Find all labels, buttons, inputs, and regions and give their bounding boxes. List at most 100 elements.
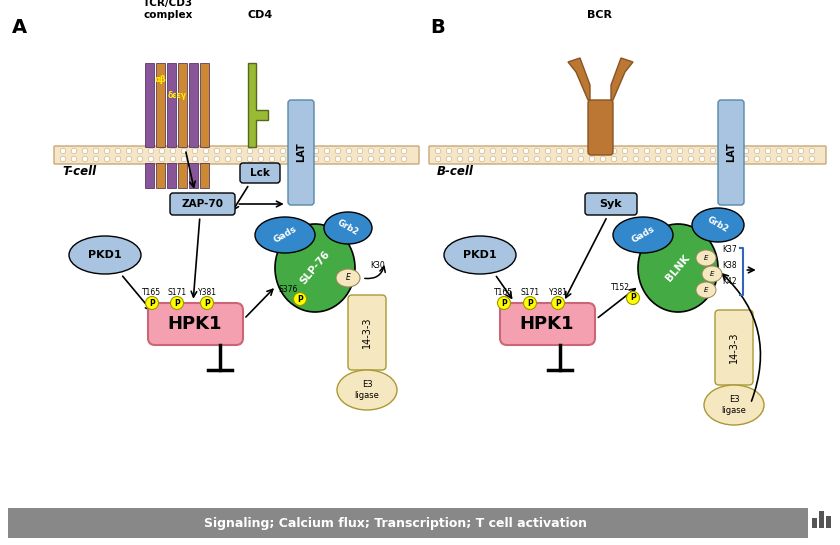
- Text: P: P: [174, 299, 180, 307]
- Circle shape: [479, 156, 485, 162]
- Text: HPK1: HPK1: [520, 315, 575, 333]
- Text: A: A: [12, 18, 27, 37]
- Text: BLNK: BLNK: [664, 253, 692, 283]
- Ellipse shape: [638, 224, 718, 312]
- Circle shape: [699, 148, 705, 154]
- Text: P: P: [528, 299, 533, 307]
- Text: LAT: LAT: [726, 142, 736, 162]
- Circle shape: [468, 148, 474, 154]
- Text: P: P: [555, 299, 561, 307]
- Text: P: P: [297, 294, 303, 304]
- Circle shape: [501, 148, 507, 154]
- Circle shape: [754, 156, 760, 162]
- Circle shape: [160, 156, 165, 162]
- FancyBboxPatch shape: [585, 193, 637, 215]
- Text: P: P: [204, 299, 210, 307]
- Circle shape: [545, 156, 551, 162]
- FancyBboxPatch shape: [288, 100, 314, 205]
- Circle shape: [765, 156, 771, 162]
- FancyBboxPatch shape: [240, 163, 280, 183]
- Circle shape: [145, 296, 159, 310]
- Text: E3
ligase: E3 ligase: [354, 380, 380, 399]
- Circle shape: [258, 156, 264, 162]
- Bar: [826, 516, 831, 528]
- Circle shape: [391, 156, 396, 162]
- Text: Gads: Gads: [272, 225, 298, 245]
- Text: αβ: αβ: [155, 75, 167, 84]
- Circle shape: [523, 148, 529, 154]
- Circle shape: [391, 148, 396, 154]
- Circle shape: [82, 156, 88, 162]
- Circle shape: [324, 156, 330, 162]
- Ellipse shape: [275, 224, 355, 312]
- Text: δεεγ: δεεγ: [168, 91, 187, 100]
- Circle shape: [612, 156, 617, 162]
- Circle shape: [446, 148, 452, 154]
- Circle shape: [479, 148, 485, 154]
- Ellipse shape: [696, 250, 716, 266]
- Bar: [167, 163, 176, 188]
- Circle shape: [402, 148, 407, 154]
- Circle shape: [765, 148, 771, 154]
- Circle shape: [578, 156, 584, 162]
- Bar: [145, 163, 154, 188]
- Circle shape: [743, 148, 748, 154]
- Text: T165: T165: [495, 288, 513, 297]
- Circle shape: [126, 156, 132, 162]
- Circle shape: [302, 148, 307, 154]
- Text: 14-3-3: 14-3-3: [729, 331, 739, 363]
- FancyBboxPatch shape: [348, 295, 386, 370]
- Bar: [200, 63, 209, 147]
- FancyBboxPatch shape: [148, 303, 243, 345]
- Text: B-cell: B-cell: [437, 165, 474, 178]
- Circle shape: [446, 156, 452, 162]
- Circle shape: [357, 148, 363, 154]
- Ellipse shape: [696, 282, 716, 298]
- Circle shape: [677, 148, 683, 154]
- FancyBboxPatch shape: [429, 146, 826, 164]
- Ellipse shape: [324, 212, 372, 244]
- Circle shape: [666, 148, 672, 154]
- FancyBboxPatch shape: [54, 146, 419, 164]
- Text: K37: K37: [722, 245, 737, 254]
- Circle shape: [743, 156, 748, 162]
- Circle shape: [732, 148, 738, 154]
- Circle shape: [225, 156, 231, 162]
- Circle shape: [291, 156, 297, 162]
- FancyBboxPatch shape: [170, 193, 235, 215]
- Text: K30: K30: [370, 261, 385, 270]
- Circle shape: [60, 148, 66, 154]
- FancyBboxPatch shape: [588, 100, 613, 155]
- Circle shape: [269, 148, 275, 154]
- Circle shape: [491, 156, 496, 162]
- Circle shape: [368, 148, 374, 154]
- Circle shape: [512, 148, 517, 154]
- Text: 14-3-3: 14-3-3: [362, 316, 372, 348]
- Circle shape: [722, 156, 727, 162]
- Circle shape: [601, 156, 606, 162]
- Circle shape: [171, 148, 176, 154]
- Circle shape: [491, 148, 496, 154]
- Circle shape: [137, 156, 143, 162]
- Circle shape: [313, 148, 319, 154]
- Text: P: P: [150, 299, 155, 307]
- Text: CD4: CD4: [247, 10, 273, 20]
- Text: S171: S171: [521, 288, 539, 297]
- Circle shape: [655, 148, 661, 154]
- Circle shape: [379, 148, 385, 154]
- Circle shape: [534, 156, 540, 162]
- Circle shape: [82, 148, 88, 154]
- Text: E3
ligase: E3 ligase: [722, 395, 747, 415]
- Circle shape: [302, 156, 307, 162]
- Circle shape: [160, 148, 165, 154]
- Circle shape: [644, 148, 650, 154]
- Circle shape: [534, 148, 540, 154]
- Circle shape: [435, 156, 441, 162]
- Circle shape: [379, 156, 385, 162]
- Text: PKD1: PKD1: [463, 250, 496, 260]
- Text: B: B: [430, 18, 444, 37]
- Text: T165: T165: [143, 288, 161, 297]
- Circle shape: [148, 156, 154, 162]
- Bar: [156, 63, 165, 147]
- Circle shape: [776, 156, 782, 162]
